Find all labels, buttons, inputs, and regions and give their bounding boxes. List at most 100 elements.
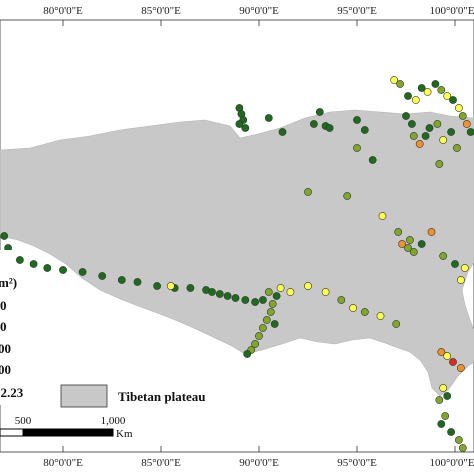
legend: m²) 0 0 00 00 02.23 Tibetan plateau (0, 250, 206, 408)
site-point (337, 296, 346, 304)
scale-label-1000: 1,000 (101, 415, 126, 427)
bottom-tick-label: 100°0'0"E (429, 457, 474, 469)
site-point (392, 320, 401, 328)
site-point (304, 282, 312, 290)
legend-class-label: 00 (0, 362, 11, 377)
legend-background (0, 250, 14, 405)
site-point (268, 300, 277, 308)
legend-region-swatch (60, 384, 108, 408)
site-point (264, 114, 273, 122)
site-point (398, 240, 406, 248)
tibetan-plateau-region (0, 109, 474, 397)
site-point (272, 292, 281, 300)
site-point (404, 92, 412, 100)
site-point (241, 296, 250, 304)
site-point (266, 308, 275, 316)
site-point (456, 364, 465, 372)
scale-unit: Km (116, 428, 133, 440)
site-point (435, 396, 444, 404)
site-point (437, 86, 446, 94)
site-point (343, 192, 352, 200)
site-point (390, 76, 399, 84)
top-tick-label: 95°0'0"E (337, 5, 377, 17)
site-point (441, 412, 450, 420)
site-point (117, 276, 126, 284)
site-point (78, 268, 87, 276)
site-point (409, 132, 418, 140)
site-point (437, 348, 446, 356)
top-tick-labels: 80°0'0"E 85°0'0"E 90°0'0"E 95°0'0"E 100°… (43, 5, 474, 17)
site-point (98, 272, 107, 280)
site-point (451, 260, 459, 268)
site-point (439, 136, 448, 144)
site-point (309, 120, 318, 128)
bottom-tick-label: 80°0'0"E (43, 457, 83, 469)
site-point (396, 80, 404, 88)
site-point (447, 128, 455, 136)
site-point (241, 124, 250, 132)
site-point (453, 144, 461, 152)
site-point (286, 288, 295, 296)
site-point (437, 420, 446, 428)
legend-title-fragment: m²) (0, 275, 17, 290)
site-point (153, 282, 161, 290)
site-point (435, 160, 444, 168)
site-point (353, 144, 361, 152)
site-point (447, 428, 455, 436)
site-point (231, 294, 240, 302)
legend-class-label: 0 (0, 298, 7, 313)
site-point (466, 128, 474, 136)
site-point (360, 126, 369, 134)
site-point (454, 104, 463, 112)
site-point (262, 316, 271, 324)
site-point (251, 340, 259, 348)
site-point (443, 92, 452, 100)
graticule-ticks (62, 20, 456, 452)
site-point (243, 350, 252, 358)
bottom-tick-label: 95°0'0"E (337, 457, 377, 469)
site-point (454, 436, 463, 444)
site-point (315, 108, 324, 116)
bottom-tick-labels: 80°0'0"E 85°0'0"E 90°0'0"E 95°0'0"E 100°… (43, 457, 474, 469)
site-point (458, 444, 467, 452)
site-point (304, 188, 312, 196)
site-point (378, 212, 387, 220)
legend-region-label: Tibetan plateau (118, 389, 206, 404)
site-point (407, 120, 416, 128)
site-point (59, 266, 67, 274)
site-point (462, 120, 471, 128)
site-point (405, 236, 414, 244)
scale-label-500: 500 (15, 415, 32, 427)
site-point (186, 284, 195, 292)
site-point (166, 282, 175, 290)
site-point (449, 358, 457, 366)
site-point (360, 308, 369, 316)
top-tick-label: 100°0'0"E (429, 5, 474, 17)
legend-class-label: 0 (0, 319, 7, 334)
site-point (443, 392, 452, 400)
bottom-tick-label: 85°0'0"E (141, 457, 181, 469)
sample-sites (0, 76, 474, 452)
site-point (376, 312, 385, 320)
legend-class-label: 02.23 (0, 385, 24, 400)
site-point (404, 244, 412, 252)
site-point (425, 124, 434, 132)
site-point (258, 324, 267, 332)
bottom-tick-label: 90°0'0"E (239, 457, 279, 469)
site-point (417, 240, 426, 248)
site-point (321, 288, 330, 296)
top-tick-label: 80°0'0"E (43, 5, 83, 17)
site-point (368, 156, 377, 164)
site-point (255, 332, 263, 340)
site-point (264, 288, 273, 296)
site-point (439, 384, 448, 392)
site-point (29, 260, 38, 268)
site-point (443, 352, 452, 360)
site-point (431, 80, 440, 88)
site-point (133, 278, 142, 286)
top-tick-label: 90°0'0"E (239, 5, 279, 17)
site-point (458, 112, 467, 120)
scale-segment-white (0, 428, 24, 437)
site-point (439, 252, 448, 260)
